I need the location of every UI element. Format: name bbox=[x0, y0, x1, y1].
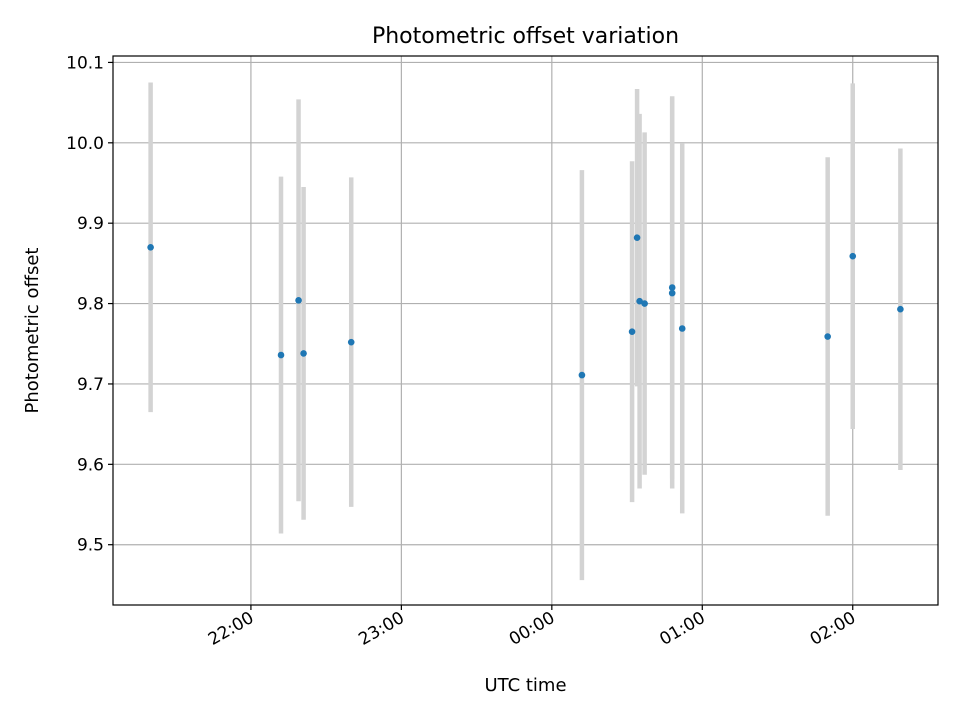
data-point bbox=[824, 333, 831, 340]
data-point bbox=[628, 328, 636, 336]
data-point bbox=[668, 289, 676, 297]
y-tick-label: 9.5 bbox=[77, 536, 104, 556]
data-point bbox=[147, 244, 154, 251]
data-point bbox=[678, 325, 686, 332]
data-point bbox=[897, 305, 904, 313]
data-point bbox=[633, 234, 641, 241]
data-point bbox=[277, 351, 285, 359]
data-points bbox=[147, 234, 904, 379]
data-point bbox=[668, 284, 676, 291]
data-point bbox=[295, 297, 302, 304]
y-tick-label: 9.9 bbox=[77, 214, 104, 234]
data-point bbox=[636, 297, 643, 305]
y-tick-label: 10.0 bbox=[66, 134, 104, 154]
y-tick-label: 10.1 bbox=[66, 53, 104, 73]
chart-title: Photometric offset variation bbox=[372, 24, 679, 49]
y-tick-label: 9.6 bbox=[77, 455, 104, 475]
data-point bbox=[300, 350, 307, 357]
data-point bbox=[347, 338, 355, 346]
x-axis-label: UTC time bbox=[484, 675, 566, 696]
y-axis-label: Photometric offset bbox=[22, 248, 43, 414]
y-tick-label: 9.8 bbox=[77, 295, 104, 315]
y-axis-ticks: 9.5 9.6 9.7 9.8 9.9 10.0 10.1 bbox=[66, 53, 113, 556]
plot-frame bbox=[112, 55, 939, 606]
data-point bbox=[849, 252, 857, 260]
data-point bbox=[578, 371, 586, 379]
data-point bbox=[641, 300, 648, 307]
y-tick-label: 9.7 bbox=[77, 375, 104, 395]
